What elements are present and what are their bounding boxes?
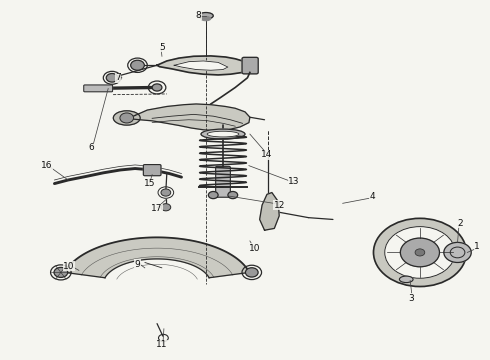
FancyBboxPatch shape <box>216 166 230 197</box>
Text: 15: 15 <box>144 179 155 188</box>
Ellipse shape <box>399 276 413 283</box>
Circle shape <box>54 267 68 278</box>
Text: 7: 7 <box>115 73 121 82</box>
Polygon shape <box>174 61 228 70</box>
Text: 16: 16 <box>41 161 53 170</box>
Text: 11: 11 <box>156 341 168 350</box>
Text: 12: 12 <box>273 201 285 210</box>
Circle shape <box>400 238 440 267</box>
Text: 10: 10 <box>249 244 261 253</box>
Circle shape <box>373 219 466 287</box>
Circle shape <box>152 84 162 91</box>
FancyBboxPatch shape <box>84 85 113 92</box>
Ellipse shape <box>207 131 239 137</box>
Text: 2: 2 <box>457 219 463 228</box>
FancyBboxPatch shape <box>242 57 258 74</box>
Circle shape <box>415 249 425 256</box>
Text: 14: 14 <box>261 150 272 159</box>
Circle shape <box>385 226 455 278</box>
Text: 8: 8 <box>196 10 201 19</box>
Circle shape <box>161 189 171 196</box>
Circle shape <box>106 73 118 82</box>
Circle shape <box>161 204 171 211</box>
Circle shape <box>208 192 218 199</box>
Text: 3: 3 <box>408 294 414 303</box>
Ellipse shape <box>201 17 211 21</box>
Circle shape <box>120 113 134 123</box>
Polygon shape <box>260 193 279 230</box>
Polygon shape <box>65 237 249 278</box>
Circle shape <box>131 60 145 70</box>
Polygon shape <box>157 56 250 75</box>
Text: 4: 4 <box>369 192 375 201</box>
Text: 17: 17 <box>151 204 163 213</box>
Circle shape <box>245 268 258 277</box>
Polygon shape <box>130 104 250 131</box>
Text: 13: 13 <box>288 177 299 186</box>
Circle shape <box>228 192 238 199</box>
Text: 1: 1 <box>474 242 480 251</box>
Text: 5: 5 <box>159 43 165 52</box>
Ellipse shape <box>113 111 140 125</box>
Text: 10: 10 <box>63 262 75 271</box>
Ellipse shape <box>201 129 245 139</box>
Ellipse shape <box>198 13 213 19</box>
Circle shape <box>444 242 471 262</box>
Text: 6: 6 <box>88 143 94 152</box>
Text: 9: 9 <box>135 260 140 269</box>
FancyBboxPatch shape <box>144 165 161 176</box>
